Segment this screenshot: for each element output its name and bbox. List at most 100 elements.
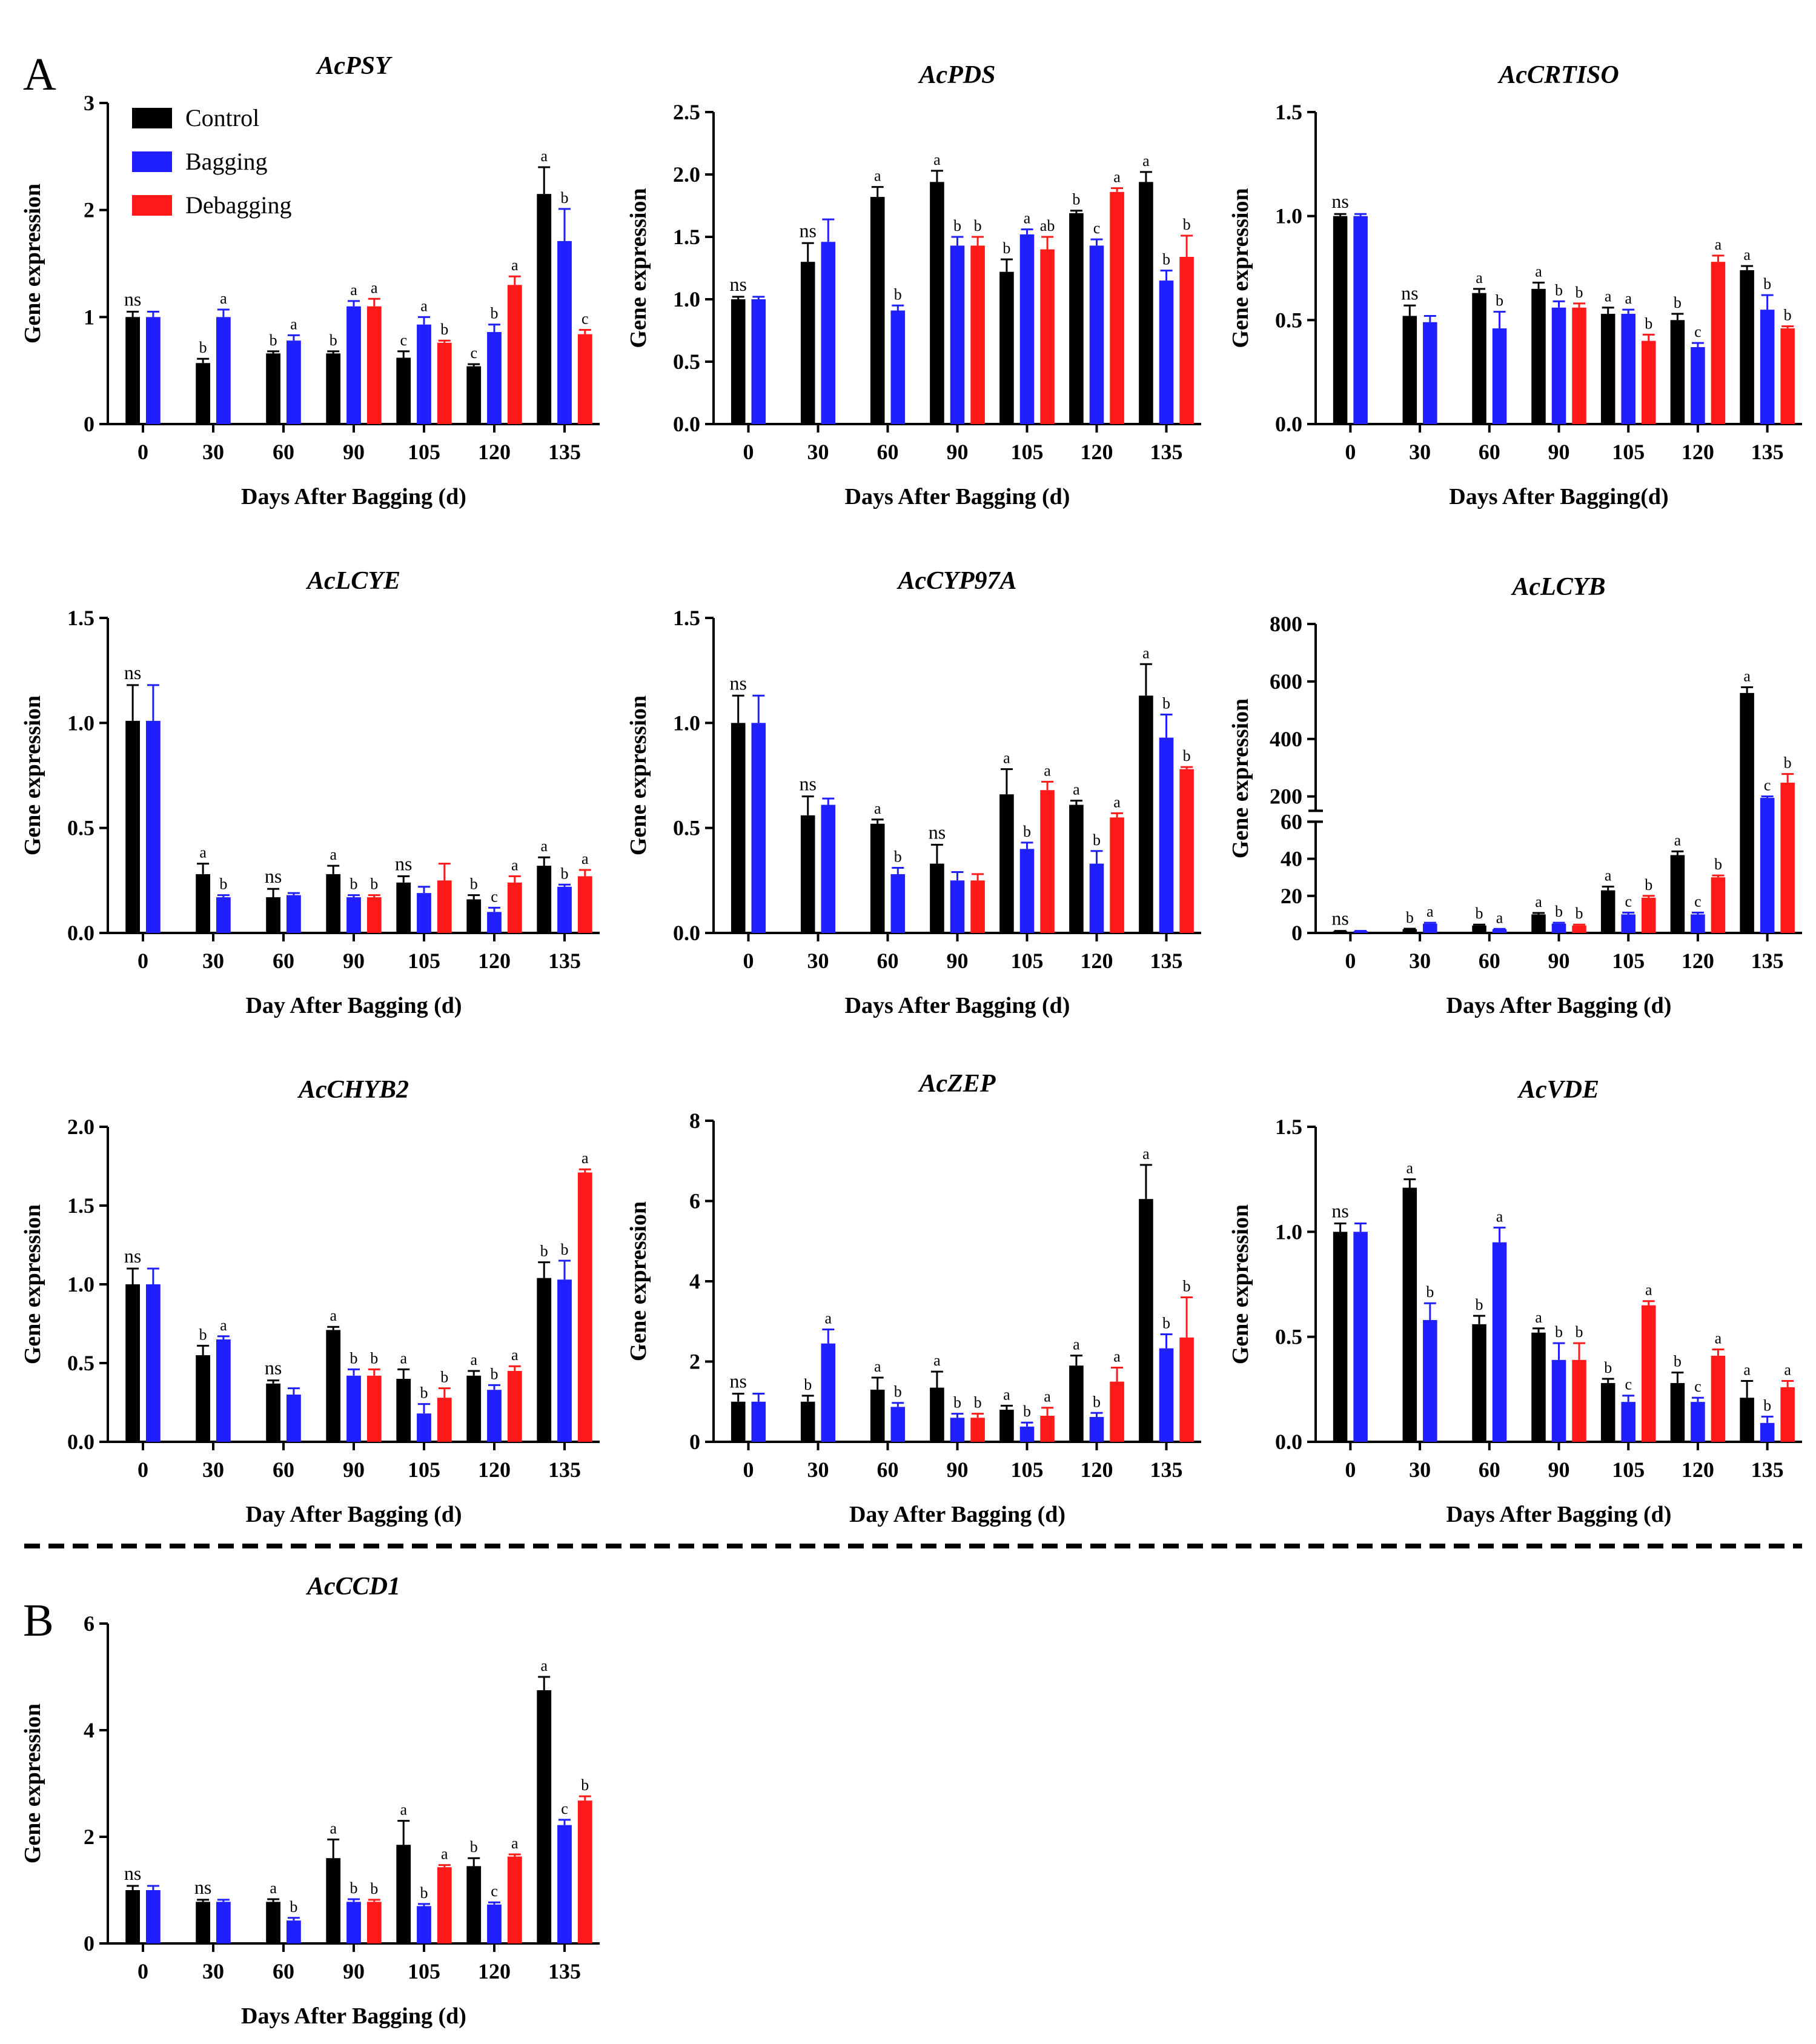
x-tick-label: 0: [1345, 440, 1356, 464]
significance-label: a: [330, 1819, 337, 1837]
y-tick-label: 2: [689, 1350, 700, 1374]
bar-debagging: [1110, 191, 1124, 424]
chart-title: AcLCYE: [305, 567, 400, 595]
significance-label: b: [1555, 1323, 1563, 1341]
significance-label: a: [371, 279, 378, 296]
significance-label: a: [199, 844, 207, 861]
bar-debagging: [437, 1867, 452, 1943]
bar-control: [1740, 692, 1754, 933]
significance-label: c: [1694, 1378, 1702, 1395]
y-tick-label: 1.5: [673, 225, 700, 249]
bar-bagging: [1159, 280, 1174, 424]
y-tick-label: 400: [1270, 727, 1302, 751]
bar-debagging: [437, 880, 452, 933]
y-tick-label: 0.5: [1275, 308, 1302, 332]
y-tick-label: 0.0: [67, 1430, 94, 1454]
bar-bagging: [216, 897, 231, 933]
bar-control: [396, 882, 411, 933]
significance-label: b: [894, 848, 902, 866]
x-tick-label: 90: [1548, 440, 1570, 464]
y-tick-label: 3: [84, 91, 94, 115]
bar-debagging: [507, 882, 522, 933]
bar-control: [1600, 890, 1616, 933]
bar-control: [1531, 914, 1546, 933]
significance-label: b: [350, 1349, 358, 1367]
y-axis-label: Gene expression: [20, 184, 45, 343]
significance-label: a: [1113, 168, 1121, 186]
bar-control: [800, 262, 815, 424]
bar-bagging: [346, 897, 361, 933]
y-tick-label: 0.0: [673, 412, 700, 436]
bar-control: [870, 197, 885, 424]
significance-label: b: [1763, 275, 1771, 293]
y-tick-label: 6: [689, 1189, 700, 1213]
x-tick-label: 30: [807, 1458, 829, 1482]
bar-control: [196, 1355, 210, 1442]
x-tick-label: 60: [273, 949, 294, 973]
bar-debagging: [1179, 769, 1194, 933]
bar-bagging: [890, 1407, 906, 1442]
significance-label: b: [1162, 1314, 1170, 1332]
bar-debagging: [1572, 925, 1586, 933]
significance-label: a: [350, 281, 357, 299]
significance-label: a: [1113, 1347, 1121, 1365]
y-tick-label: 0: [84, 1931, 94, 1956]
significance-label: b: [894, 285, 902, 303]
bar-control: [466, 366, 482, 424]
chart-title: AcVDE: [1517, 1076, 1599, 1104]
x-tick-label: 60: [1479, 949, 1500, 973]
significance-label: a: [441, 1845, 448, 1863]
bar-bagging: [417, 1413, 431, 1442]
bar-bagging: [557, 1279, 572, 1442]
bar-control: [466, 1375, 482, 1442]
bar-bagging: [487, 332, 502, 424]
significance-label: b: [1645, 314, 1652, 332]
x-tick-label: 120: [1081, 440, 1113, 464]
bar-control: [396, 1845, 411, 1943]
bar-debagging: [1641, 897, 1656, 933]
significance-label: a: [290, 315, 297, 333]
x-tick-label: 30: [1409, 949, 1431, 973]
chart-title: AcPSY: [315, 52, 393, 80]
significance-label: b: [1093, 1393, 1101, 1410]
bar-control: [125, 1284, 140, 1442]
bar-control: [731, 299, 746, 424]
bar-debagging: [437, 1398, 452, 1442]
x-tick-label: 90: [947, 440, 969, 464]
bar-debagging: [1572, 307, 1586, 424]
bar-bagging: [890, 874, 906, 933]
x-tick-label: 90: [1548, 1458, 1570, 1482]
significance-label: a: [1142, 644, 1150, 662]
significance-label: a: [825, 1310, 832, 1327]
bar-control: [930, 182, 944, 424]
significance-label: a: [420, 297, 428, 314]
x-tick-label: 135: [1751, 949, 1784, 973]
x-tick-label: 0: [743, 1458, 754, 1482]
significance-label: ns: [395, 852, 412, 874]
bar-control: [800, 815, 815, 933]
bar-control: [1531, 1332, 1546, 1442]
x-axis-label: Days After Bagging (d): [1447, 1502, 1672, 1527]
bar-control: [1069, 805, 1084, 933]
x-tick-label: 105: [1011, 949, 1044, 973]
x-tick-label: 105: [1011, 440, 1044, 464]
significance-label: b: [1183, 747, 1191, 765]
significance-label: ns: [729, 1370, 746, 1392]
significance-label: a: [1496, 1207, 1503, 1225]
significance-label: b: [1576, 284, 1583, 301]
y-tick-label: 0.5: [673, 816, 700, 840]
bar-control: [1333, 931, 1348, 933]
bar-bagging: [1760, 310, 1775, 424]
significance-label: a: [470, 1351, 477, 1369]
significance-label: b: [1784, 754, 1792, 772]
y-tick-label: 6: [84, 1611, 94, 1636]
significance-label: b: [1476, 904, 1483, 922]
bar-bagging: [950, 245, 965, 424]
chart-accrtiso: 0.0 0.5 1.0 1.5 0 30 60 90 105 120 135 AcCRTISO Days…: [1228, 61, 1802, 509]
y-tick-label: 0: [1291, 921, 1302, 945]
significance-label: a: [1743, 667, 1751, 685]
significance-label: b: [1674, 294, 1682, 311]
significance-label: b: [491, 1365, 499, 1382]
legend-label-bagging: Bagging: [185, 148, 268, 175]
significance-label: b: [420, 1384, 428, 1402]
